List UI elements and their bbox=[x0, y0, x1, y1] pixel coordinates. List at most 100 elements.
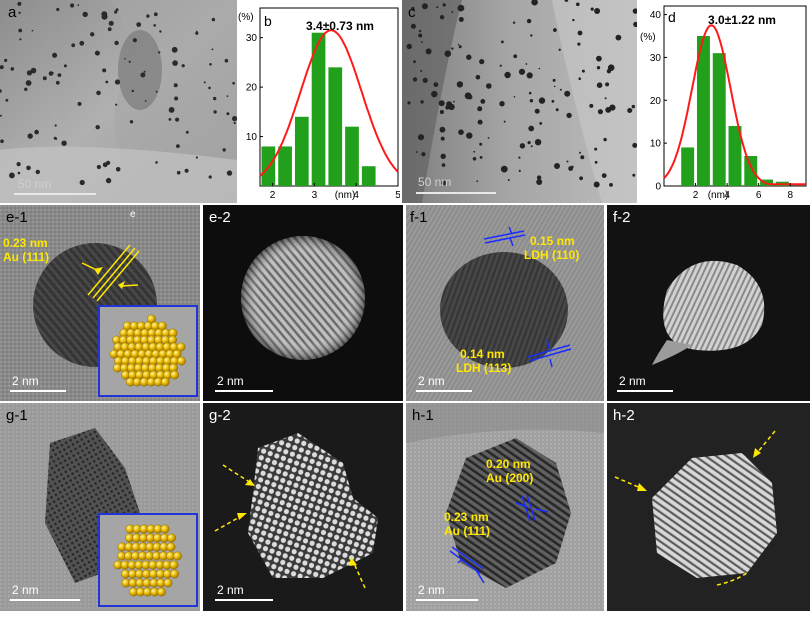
nanoparticle bbox=[499, 101, 505, 107]
nanoparticle bbox=[18, 28, 23, 33]
nanoparticle bbox=[158, 51, 161, 54]
plane-label-f1-top: LDH (110) bbox=[524, 248, 580, 262]
gold-atom bbox=[167, 533, 176, 543]
nanoparticle bbox=[0, 114, 2, 117]
nanoparticle bbox=[503, 120, 506, 123]
panel-label-h2: h-2 bbox=[613, 407, 635, 424]
nanoparticle bbox=[195, 31, 199, 35]
nanoparticle bbox=[579, 176, 583, 181]
nanoparticle bbox=[441, 180, 447, 186]
nanoparticle bbox=[594, 8, 601, 14]
nanoparticle bbox=[632, 8, 637, 14]
nanoparticle bbox=[124, 58, 126, 60]
plane-label-e1: Au (111) bbox=[3, 250, 50, 264]
nanoparticle bbox=[0, 65, 4, 70]
scale-text-g2: 2 nm bbox=[217, 583, 244, 597]
scale-text-f2: 2 nm bbox=[619, 374, 646, 388]
nanoparticle bbox=[507, 179, 510, 181]
tem-image-c bbox=[402, 0, 637, 203]
nanoparticle bbox=[444, 50, 452, 57]
nanoparticle bbox=[17, 1, 22, 6]
nanoparticle bbox=[466, 54, 472, 60]
histogram-bar bbox=[361, 166, 376, 186]
nanoparticle bbox=[153, 12, 158, 17]
nanoparticle bbox=[596, 82, 603, 88]
spacing-label-f1-top: 0.15 nm bbox=[530, 234, 575, 248]
nanoparticle bbox=[420, 100, 424, 104]
scale-bar-g1 bbox=[10, 599, 80, 601]
scale-bar-h1 bbox=[416, 599, 478, 601]
nanoparticle bbox=[566, 112, 572, 119]
nanoparticle bbox=[627, 108, 633, 113]
nanoparticle bbox=[457, 43, 460, 46]
nanoparticle bbox=[25, 80, 32, 86]
x-tick-label: 8 bbox=[787, 190, 793, 201]
nanoparticle bbox=[82, 11, 88, 18]
spacing-label-h1-b: 0.23 nm bbox=[444, 510, 489, 524]
nanoparticle bbox=[114, 40, 119, 46]
nanoparticle bbox=[174, 96, 179, 101]
histogram-b: 2 3 4 5 10 20 30 (%) (nm) b 3.4±0.73 nm bbox=[238, 0, 401, 203]
nanoparticle bbox=[79, 40, 85, 46]
nanoparticle bbox=[208, 175, 212, 179]
nanoparticle bbox=[475, 74, 481, 80]
nanoparticle bbox=[603, 137, 607, 142]
histogram-bar bbox=[744, 156, 758, 186]
nanoparticle bbox=[55, 80, 60, 85]
scale-text-h1: 2 nm bbox=[418, 583, 445, 597]
nanoparticle bbox=[26, 70, 32, 76]
histogram-b-svg: 2 3 4 5 10 20 30 (%) (nm) b 3.4±0.73 nm bbox=[238, 7, 401, 201]
nanoparticle bbox=[108, 20, 114, 26]
nanoparticle bbox=[476, 180, 479, 183]
nanoparticle bbox=[181, 64, 185, 68]
nanoparticle bbox=[422, 77, 428, 83]
nanoparticle bbox=[90, 32, 95, 37]
nanoparticle bbox=[173, 83, 178, 88]
nanoparticle bbox=[596, 55, 602, 62]
nanoparticle bbox=[615, 34, 622, 41]
nanoparticle bbox=[529, 99, 534, 103]
nanoparticle bbox=[115, 103, 118, 106]
nanoparticle bbox=[195, 156, 198, 159]
nanoparticle bbox=[232, 116, 237, 122]
x-axis-label: (nm) bbox=[708, 190, 729, 201]
scale-bar-e1 bbox=[10, 390, 66, 392]
nanoparticle bbox=[176, 144, 180, 149]
gold-atom bbox=[160, 524, 170, 534]
nanoparticle bbox=[42, 76, 47, 81]
x-tick-label: 2 bbox=[693, 190, 699, 201]
nanoparticle bbox=[211, 48, 214, 51]
nanoparticle bbox=[101, 11, 108, 17]
hrtem-image-f1 bbox=[406, 205, 604, 401]
nanoparticle bbox=[486, 83, 492, 89]
nanoparticle bbox=[504, 71, 511, 79]
nanoparticle bbox=[439, 126, 446, 133]
tem-image-a bbox=[0, 0, 237, 203]
nanoparticle bbox=[606, 69, 612, 74]
nanoparticle bbox=[534, 108, 540, 114]
nanoparticle bbox=[589, 103, 594, 108]
nanoparticle bbox=[115, 167, 121, 172]
nanoparticle bbox=[52, 52, 58, 58]
nanoparticle bbox=[224, 58, 229, 63]
atom-model-inset-g1 bbox=[98, 513, 198, 607]
nanoparticle bbox=[406, 43, 412, 50]
nanoparticle bbox=[539, 122, 543, 125]
nanoparticle bbox=[536, 175, 542, 180]
histogram-bar bbox=[311, 32, 326, 186]
nanoparticle bbox=[70, 3, 75, 8]
nanoparticle bbox=[105, 80, 109, 84]
nanoparticle bbox=[525, 63, 528, 65]
x-tick-label: 3 bbox=[312, 190, 318, 201]
gold-atom bbox=[160, 377, 170, 387]
nanoparticle bbox=[594, 147, 598, 151]
nanoparticle bbox=[420, 41, 423, 43]
nanoparticle bbox=[479, 142, 483, 146]
histogram-bar bbox=[696, 36, 710, 186]
nanoparticle bbox=[466, 132, 473, 139]
nanoparticle bbox=[536, 179, 543, 185]
gold-atom bbox=[170, 370, 179, 380]
nanoparticle bbox=[168, 107, 175, 113]
scale-bar-c bbox=[416, 192, 496, 194]
nanoparticle bbox=[208, 86, 211, 90]
